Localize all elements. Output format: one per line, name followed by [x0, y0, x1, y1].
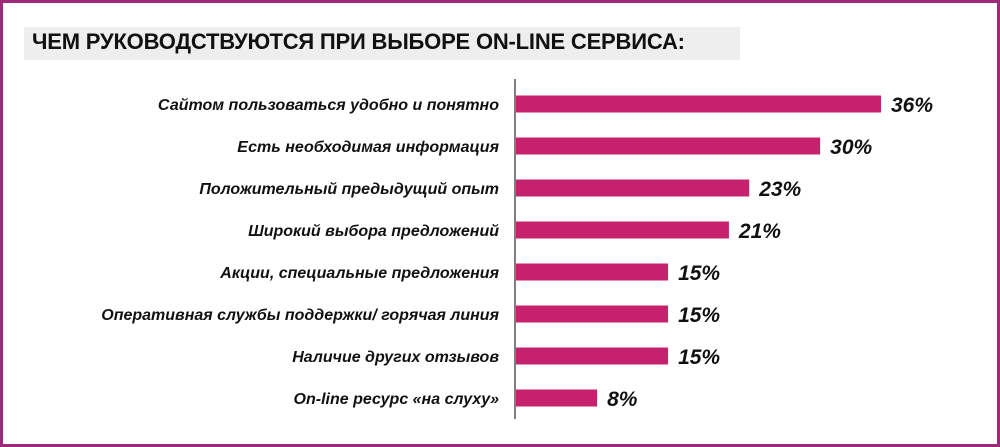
- value-label-7: 15%: [678, 346, 720, 369]
- bars-group: [516, 95, 881, 407]
- value-label-2: 30%: [830, 136, 872, 159]
- chart-title: ЧЕМ РУКОВОДСТВУЮТСЯ ПРИ ВЫБОРЕ ON-LINE С…: [32, 29, 685, 54]
- value-label-3: 23%: [758, 178, 801, 201]
- value-label-4: 21%: [738, 220, 781, 243]
- value-label-8: 8%: [607, 388, 638, 411]
- category-label-4: Широкий выбора предложений: [248, 223, 499, 240]
- bar-3: [516, 179, 750, 197]
- value-label-1: 36%: [891, 94, 933, 117]
- bar-8: [516, 389, 598, 407]
- category-label-5: Акции, специальные предложения: [219, 265, 499, 282]
- title-band: [24, 27, 740, 60]
- value-labels-group: 36% 30% 23% 21% 15% 15% 15% 8%: [607, 94, 933, 411]
- category-labels-group: Сайтом пользоваться удобно и понятно Есть…: [101, 97, 499, 408]
- bar-1: [516, 95, 881, 113]
- category-label-7: Наличие других отзывов: [292, 349, 499, 366]
- bar-6: [516, 305, 669, 323]
- value-label-6: 15%: [678, 304, 720, 327]
- category-label-1: Сайтом пользоваться удобно и понятно: [158, 97, 499, 114]
- category-label-2: Есть необходимая информация: [237, 139, 499, 156]
- bar-2: [516, 137, 821, 155]
- category-label-3: Положительный предыдущий опыт: [199, 181, 499, 198]
- bar-7: [516, 347, 669, 365]
- category-label-8: On-line ресурс «на слуху»: [294, 391, 500, 408]
- category-label-6: Оперативная службы поддержки/ горячая ли…: [101, 307, 499, 324]
- value-label-5: 15%: [678, 262, 720, 285]
- bar-5: [516, 263, 669, 281]
- bar-4: [516, 221, 729, 239]
